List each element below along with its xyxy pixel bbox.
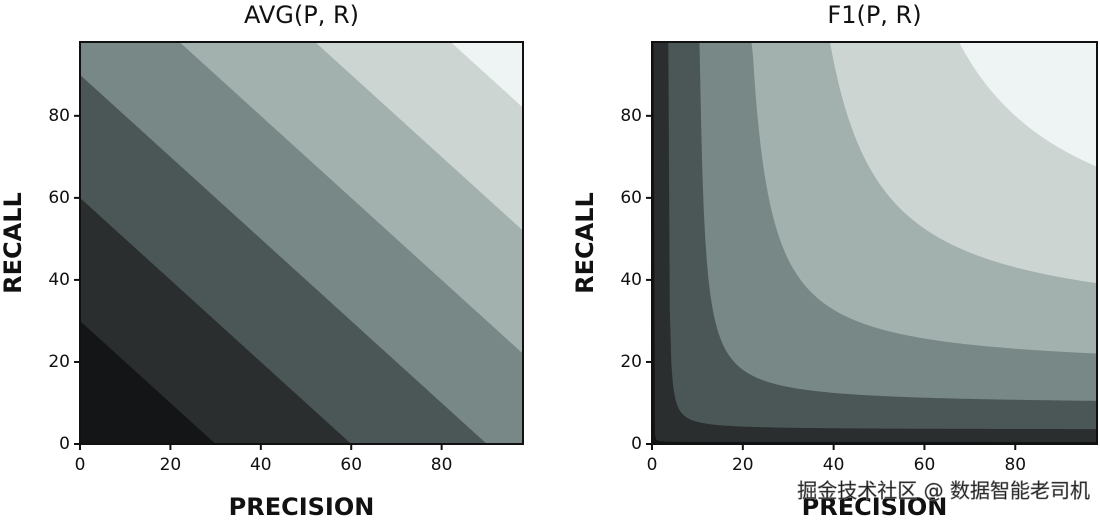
axes-frame (79, 41, 524, 445)
x-tick-label: 0 (647, 455, 658, 475)
y-tick-label: 20 (48, 352, 70, 372)
y-tick-label: 0 (59, 434, 70, 454)
y-tick-label: 60 (620, 188, 642, 208)
x-axis-label: PRECISION (802, 493, 948, 521)
y-axis-label: RECALL (571, 192, 599, 294)
y-tick-label: 80 (48, 106, 70, 126)
y-tick-label: 80 (620, 106, 642, 126)
chart-title: AVG(P, R) (244, 1, 359, 29)
y-axis-label: RECALL (0, 192, 27, 294)
x-tick-label: 20 (732, 455, 754, 475)
y-tick-label: 0 (631, 434, 642, 454)
axes-frame (651, 41, 1098, 445)
contour-band (80, 42, 523, 108)
x-tick-label: 80 (1004, 455, 1026, 475)
contour-band (652, 42, 1097, 167)
y-tick-label: 40 (620, 270, 642, 290)
x-tick-label: 60 (340, 455, 362, 475)
x-axis-label: PRECISION (229, 493, 375, 521)
y-tick-label: 20 (620, 352, 642, 372)
chart-title: F1(P, R) (827, 1, 921, 29)
contour-band (652, 42, 1097, 284)
y-tick-label: 60 (48, 188, 70, 208)
y-tick-label: 40 (48, 270, 70, 290)
x-tick-label: 60 (914, 455, 936, 475)
watermark: 掘金技术社区 @ 数据智能老司机 (797, 479, 1090, 503)
x-tick-label: 80 (431, 455, 453, 475)
x-tick-label: 20 (160, 455, 182, 475)
contour-band (80, 42, 523, 231)
x-tick-label: 0 (75, 455, 86, 475)
x-tick-label: 40 (823, 455, 845, 475)
x-tick-label: 40 (250, 455, 272, 475)
